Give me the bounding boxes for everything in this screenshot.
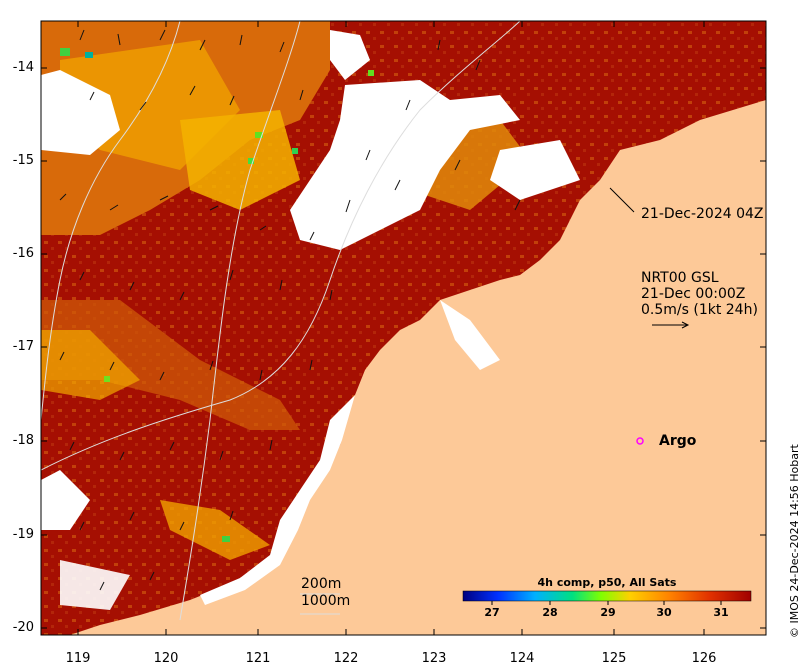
sst-mid-south — [160, 500, 270, 560]
contour-west — [179, 21, 301, 621]
image-time-pointer — [609, 187, 635, 213]
lon-tick-label: 126 — [691, 651, 717, 666]
cloud-gap-southwest — [41, 470, 90, 530]
lat-tick-label: -20 — [12, 620, 34, 635]
cloud-gap-east — [490, 140, 580, 200]
colorbar-tick-label: 30 — [656, 606, 672, 619]
lon-tick-label: 119 — [65, 651, 91, 666]
cloud-gap-north — [330, 30, 370, 80]
sst-cool-speck — [248, 158, 254, 164]
colorbar — [462, 590, 752, 602]
sst-cool-speck — [222, 536, 230, 542]
current-scale-label: 0.5m/s (1kt 24h) — [641, 302, 758, 318]
cloud-gap-south — [60, 560, 130, 610]
sst-field — [41, 21, 766, 635]
sst-cool-speck — [292, 148, 298, 154]
sst-mid-patch — [180, 110, 300, 210]
lat-tick-label: -14 — [12, 60, 34, 75]
lon-tick-label: 125 — [601, 651, 627, 666]
colorbar-tick-label: 28 — [542, 606, 558, 619]
land-mass — [70, 21, 766, 635]
colorbar-tick-label: 29 — [600, 606, 616, 619]
sst-cool-speck — [104, 376, 110, 382]
lat-tick-label: -17 — [12, 339, 34, 354]
colorbar-title: 4h comp, p50, All Sats — [537, 576, 677, 589]
lat-tick-label: -15 — [12, 153, 34, 168]
lon-tick-label: 122 — [333, 651, 359, 666]
contour-1000m-label: 1000m — [301, 593, 351, 609]
sst-cool-speck — [255, 132, 263, 138]
lat-tick-label: -19 — [12, 527, 34, 542]
colorbar-tick-label: 27 — [484, 606, 500, 619]
credit-label: © IMOS 24-Dec-2024 14:56 Hobart — [788, 444, 801, 638]
argo-label: Argo — [659, 433, 697, 449]
current-source-label: NRT00 GSL — [641, 270, 719, 286]
contour-200m-label: 200m — [301, 576, 342, 592]
cloud-gap-west — [41, 70, 120, 155]
image-time-label: 21-Dec-2024 04Z — [641, 206, 764, 222]
lon-tick-marks — [77, 21, 705, 635]
colorbar-tick-label: 31 — [713, 606, 729, 619]
coastal-fringe — [200, 395, 355, 605]
current-vectors — [59, 29, 521, 591]
king-sound — [440, 300, 500, 370]
colorbar-tick-marks — [491, 601, 722, 605]
sst-mid-west — [41, 330, 140, 400]
lon-tick-label: 123 — [421, 651, 447, 666]
contour-200m — [41, 21, 521, 471]
sst-cool-speck — [85, 52, 93, 58]
argo-marker — [636, 437, 644, 445]
lat-tick-marks — [41, 67, 766, 629]
lon-tick-label: 124 — [509, 651, 535, 666]
current-time-label: 21-Dec 00:00Z — [641, 286, 746, 302]
lat-tick-label: -18 — [12, 433, 34, 448]
lat-tick-label: -16 — [12, 246, 34, 261]
plot-frame — [40, 20, 767, 636]
contour-1000m — [41, 21, 181, 421]
sst-cool-speck — [60, 48, 70, 56]
lon-tick-label: 121 — [245, 651, 271, 666]
lon-tick-label: 120 — [153, 651, 179, 666]
sst-cool-speck — [368, 70, 374, 76]
